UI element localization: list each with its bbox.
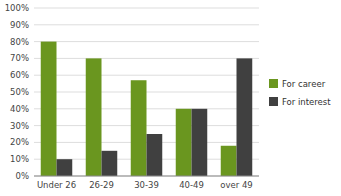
bar — [237, 58, 253, 176]
y-tick-label: 30% — [10, 121, 29, 131]
bar — [176, 109, 192, 176]
bars — [41, 42, 253, 176]
y-tick-label: 50% — [10, 87, 29, 97]
bar — [102, 151, 118, 176]
x-tick-label: over 49 — [220, 180, 252, 190]
y-tick-label: 70% — [10, 53, 29, 63]
bar — [221, 146, 237, 176]
bar — [147, 134, 163, 176]
x-tick-label: 40-49 — [179, 180, 204, 190]
y-tick-label: 60% — [10, 70, 29, 80]
bar — [41, 42, 57, 176]
legend-label: For interest — [282, 97, 331, 107]
bar — [86, 58, 102, 176]
y-tick-label: 80% — [10, 37, 29, 47]
legend-swatch — [269, 97, 278, 106]
x-tick-label: Under 26 — [37, 180, 76, 190]
y-tick-label: 20% — [10, 137, 29, 147]
grid — [34, 8, 259, 176]
x-axis-line — [34, 176, 259, 177]
bar — [131, 80, 147, 176]
grid-line — [34, 24, 259, 25]
chart: 0% 10% 20% 30% 40% 50% 60% 70% 80% 90% 100% Under 2… — [0, 0, 341, 196]
grid-line — [34, 58, 259, 59]
legend-label: For career — [282, 79, 326, 89]
y-tick-label: 90% — [10, 20, 29, 30]
grid-line — [34, 8, 259, 9]
grid-line — [34, 75, 259, 76]
x-tick-label: 26-29 — [89, 180, 114, 190]
legend-swatch — [269, 79, 278, 88]
y-tick-label: 10% — [10, 154, 29, 164]
x-tick-label: 30-39 — [134, 180, 159, 190]
grid-line — [34, 41, 259, 42]
bar — [57, 159, 73, 176]
y-tick-label: 100% — [5, 3, 29, 13]
y-tick-label: 40% — [10, 104, 29, 114]
grid-line — [34, 176, 259, 177]
bar — [192, 109, 208, 176]
legend: For career For interest — [269, 79, 331, 107]
y-tick-label: 0% — [16, 171, 30, 181]
